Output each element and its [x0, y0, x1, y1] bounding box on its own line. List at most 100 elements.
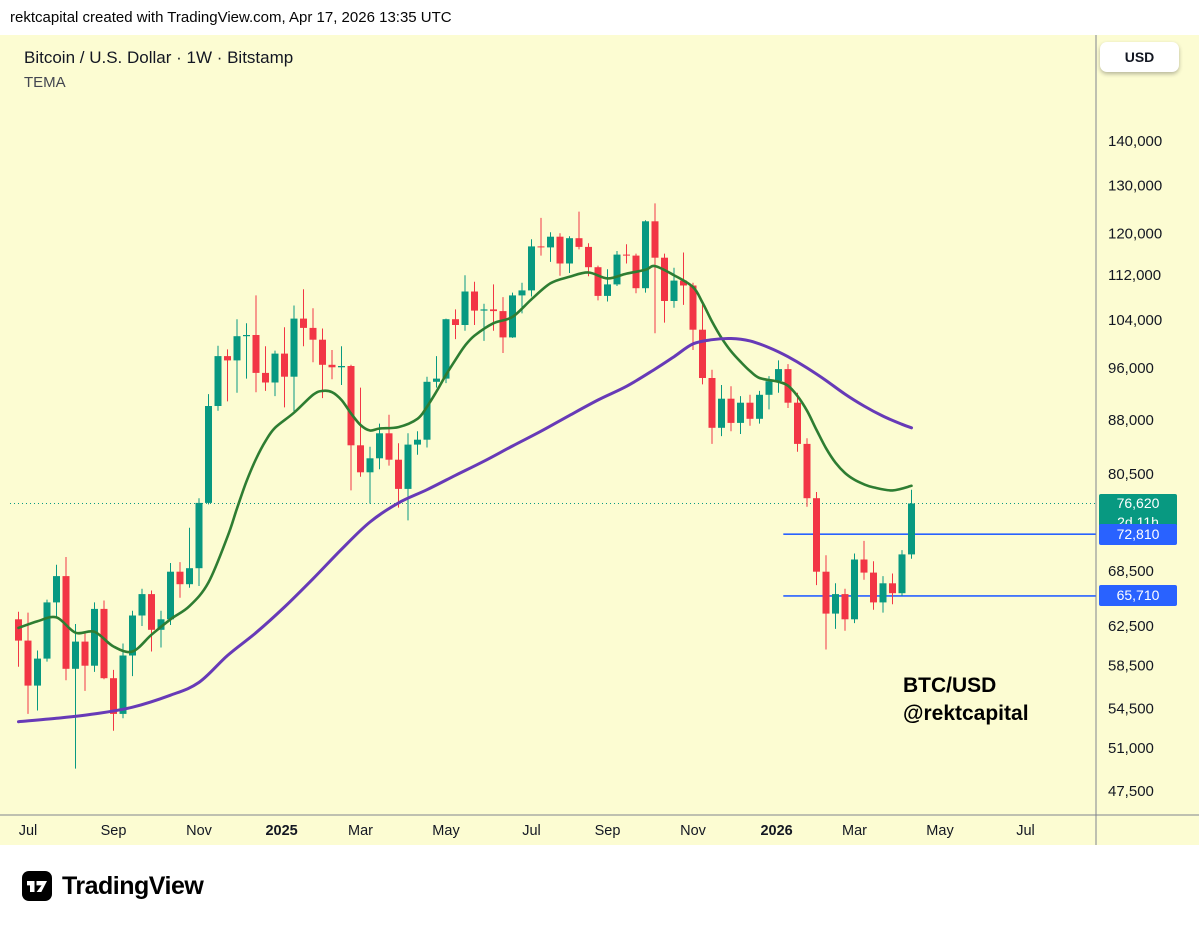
time-axis-label: 2025	[265, 823, 297, 839]
time-axis-label: May	[926, 823, 954, 839]
price-axis-label: 120,000	[1108, 226, 1162, 243]
indicator-label[interactable]: TEMA	[24, 74, 66, 91]
candle-body	[252, 335, 260, 373]
candle-body	[718, 398, 725, 428]
chart-area: 140,000 130,000 120,000 112,000 104,000 96,00…	[0, 35, 1199, 845]
slow_ma-line[interactable]	[17, 336, 913, 724]
candle-body	[556, 236, 564, 264]
tradingview-wordmark: TradingView	[62, 871, 204, 900]
candle-body	[452, 319, 459, 325]
candle-body	[62, 576, 70, 669]
candle-body	[262, 372, 269, 383]
candle-body	[243, 335, 250, 337]
candle-body	[24, 640, 32, 686]
chart-watermark: BTC/USD @rektcapital	[903, 672, 1029, 728]
price-axis-label: 47,500	[1108, 783, 1154, 800]
candle-body	[832, 594, 839, 614]
time-axis-label: May	[432, 823, 460, 839]
price-axis-label: 104,000	[1108, 312, 1162, 329]
price-axis-label: 80,500	[1108, 466, 1154, 483]
time-axis-label: 2026	[760, 823, 792, 839]
candle-body	[119, 655, 127, 714]
candle-body	[518, 290, 526, 296]
candle-body	[689, 285, 697, 330]
candle-body	[271, 353, 279, 383]
candle-body	[91, 608, 98, 666]
candle-body	[214, 356, 222, 406]
candle-body	[490, 309, 497, 312]
support-price-badge: 65,710	[1099, 585, 1177, 607]
candle-body	[822, 571, 830, 614]
candle-body	[72, 641, 79, 669]
tradingview-logo[interactable]: TradingView	[22, 871, 204, 901]
candle-body	[651, 221, 659, 258]
price-axis-label: 68,500	[1108, 563, 1154, 580]
footer-bar: TradingView	[0, 845, 1199, 927]
candle-body	[746, 402, 754, 419]
time-axis-label: Mar	[842, 823, 867, 839]
candle-body	[471, 291, 478, 311]
candle-body	[385, 433, 393, 460]
candle-body	[841, 594, 849, 620]
candle-body	[699, 329, 706, 378]
price-axis-label: 62,500	[1108, 618, 1154, 635]
symbol-title[interactable]: Bitcoin / U.S. Dollar · 1W · Bitstamp	[24, 48, 294, 67]
candle-body	[423, 381, 431, 440]
candle-body	[414, 439, 421, 445]
time-axis-label: Mar	[348, 823, 373, 839]
price-axis-label: 58,500	[1108, 658, 1154, 675]
candle-body	[670, 280, 678, 301]
time-axis-label: Nov	[186, 823, 213, 839]
time-axis-label: Sep	[101, 823, 127, 839]
time-axis-label: Sep	[595, 823, 621, 839]
candle-body	[395, 459, 402, 489]
candle-body	[727, 398, 735, 423]
candle-body	[376, 433, 383, 459]
candles-layer	[15, 203, 915, 769]
price-axis-label: 140,000	[1108, 133, 1162, 150]
candle-body	[138, 594, 146, 616]
candle-body	[81, 641, 89, 666]
candle-body	[623, 254, 630, 256]
resistance-price-badge: 72,810	[1099, 523, 1177, 545]
candle-body	[775, 369, 782, 382]
watermark-symbol: BTC/USD	[903, 674, 997, 697]
time-axis-label: Nov	[680, 823, 707, 839]
time-axis-label: Jul	[19, 823, 38, 839]
time-axis-label: Jul	[522, 823, 541, 839]
time-axis[interactable]: Jul Sep Nov 2025 Mar May Jul Sep Nov 2026 Mar May Ju…	[19, 823, 1035, 839]
candle-body	[186, 568, 193, 585]
candle-body	[661, 257, 668, 301]
candle-body	[176, 571, 184, 585]
candle-body	[765, 381, 773, 395]
candle-body	[480, 309, 488, 311]
attribution-text: rektcapital created with TradingView.com…	[10, 9, 452, 26]
candle-body	[499, 311, 507, 338]
price-axis-label: 51,000	[1108, 740, 1154, 757]
tema-line[interactable]	[17, 264, 913, 654]
price-axis-label: 130,000	[1108, 178, 1162, 195]
candle-body	[870, 572, 877, 603]
candle-body	[889, 583, 896, 594]
candle-body	[879, 583, 887, 603]
candle-body	[110, 678, 117, 714]
candle-body	[338, 366, 345, 368]
candle-body	[53, 576, 60, 603]
candle-body	[594, 267, 602, 296]
candle-body	[157, 619, 165, 630]
price-chart-canvas[interactable]: 140,000 130,000 120,000 112,000 104,000 96,00…	[0, 35, 1199, 845]
candle-body	[148, 594, 155, 630]
candle-body	[34, 658, 41, 686]
candle-body	[167, 571, 174, 620]
price-axis[interactable]: 140,000 130,000 120,000 112,000 104,000 96,00…	[1108, 133, 1162, 800]
candle-body	[366, 458, 374, 473]
candle-body	[756, 394, 763, 419]
candle-body	[908, 503, 915, 555]
candle-body	[461, 291, 469, 325]
price-axis-label: 112,000	[1108, 267, 1161, 284]
currency-unit-button[interactable]: USD	[1100, 42, 1179, 72]
candle-body	[575, 238, 583, 247]
candle-body	[404, 444, 412, 489]
attribution-bar: rektcapital created with TradingView.com…	[0, 0, 1199, 35]
candle-body	[613, 254, 621, 285]
